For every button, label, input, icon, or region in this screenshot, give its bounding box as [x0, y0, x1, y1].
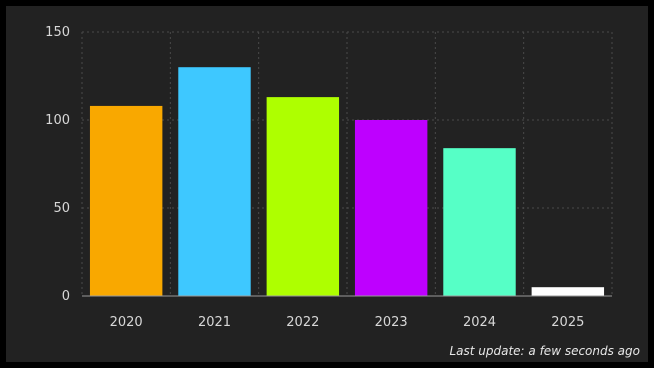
bar-2023	[355, 120, 427, 296]
x-tick-label: 2021	[198, 315, 231, 330]
bar-2021	[178, 67, 250, 296]
chart-panel: 0 50 100 150 2020 2021 2022 2023 2024 2025 Last u…	[6, 6, 648, 362]
x-tick-label: 2020	[110, 315, 143, 330]
x-tick-label: 2025	[551, 315, 584, 330]
x-tick-label: 2023	[375, 315, 408, 330]
y-tick-label: 0	[62, 289, 70, 304]
y-tick-label: 150	[45, 25, 70, 40]
bar-2020	[90, 106, 162, 296]
bar-2025	[532, 287, 604, 296]
x-tick-label: 2022	[286, 315, 319, 330]
last-update-text: Last update: a few seconds ago	[449, 344, 640, 358]
y-tick-label: 100	[45, 113, 70, 128]
bar-2022	[267, 97, 339, 296]
y-tick-label: 50	[53, 201, 70, 216]
bar-2024	[443, 148, 515, 296]
bar-chart: 0 50 100 150 2020 2021 2022 2023 2024 2025	[6, 6, 648, 362]
x-tick-label: 2024	[463, 315, 496, 330]
